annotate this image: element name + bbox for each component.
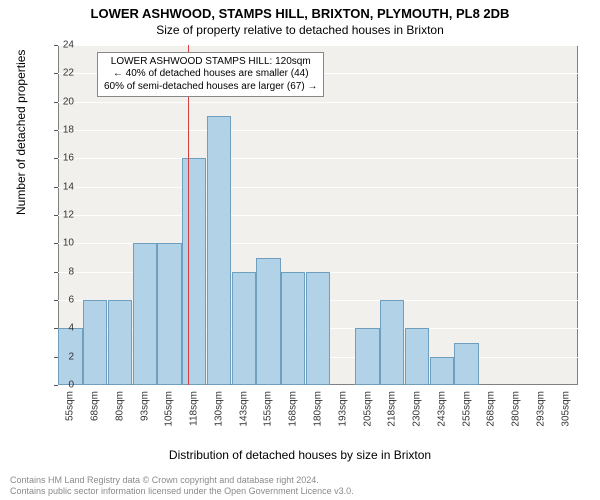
- bar: [281, 272, 305, 385]
- y-tick-label: 0: [68, 380, 74, 391]
- bar: [430, 357, 454, 385]
- x-tick-label: 55sqm: [65, 391, 76, 421]
- x-tick-label: 80sqm: [114, 391, 125, 421]
- x-tick-label: 143sqm: [238, 391, 249, 427]
- bar: [454, 343, 478, 386]
- bar: [108, 300, 132, 385]
- x-axis-label: Distribution of detached houses by size …: [0, 448, 600, 462]
- grid-line: [58, 187, 578, 188]
- grid-line: [58, 158, 578, 159]
- x-tick-label: 305sqm: [560, 391, 571, 427]
- x-tick-label: 230sqm: [412, 391, 423, 427]
- y-axis-label: Number of detached properties: [14, 50, 28, 215]
- footer-line: Contains HM Land Registry data © Crown c…: [10, 475, 354, 486]
- y-tick-mark: [54, 130, 58, 131]
- x-tick-label: 243sqm: [436, 391, 447, 427]
- x-tick-label: 168sqm: [288, 391, 299, 427]
- y-tick-mark: [54, 385, 58, 386]
- bar: [83, 300, 107, 385]
- y-tick-label: 12: [63, 210, 74, 221]
- bar: [207, 116, 231, 385]
- plot-area: LOWER ASHWOOD STAMPS HILL: 120sqm← 40% o…: [58, 45, 578, 385]
- y-tick-mark: [54, 187, 58, 188]
- x-tick-label: 255sqm: [461, 391, 472, 427]
- y-tick-mark: [54, 272, 58, 273]
- grid-line: [58, 45, 578, 46]
- x-tick-label: 205sqm: [362, 391, 373, 427]
- bar: [133, 243, 157, 385]
- bar: [182, 158, 206, 385]
- annotation-line: 60% of semi-detached houses are larger (…: [104, 81, 317, 94]
- annotation-line: LOWER ASHWOOD STAMPS HILL: 120sqm: [104, 56, 317, 69]
- x-tick-label: 68sqm: [90, 391, 101, 421]
- y-tick-label: 2: [68, 351, 74, 362]
- y-tick-mark: [54, 300, 58, 301]
- x-tick-label: 118sqm: [189, 391, 200, 426]
- x-tick-label: 105sqm: [164, 391, 175, 427]
- x-tick-label: 180sqm: [313, 391, 324, 427]
- grid-line: [58, 130, 578, 131]
- y-tick-mark: [54, 243, 58, 244]
- y-tick-label: 14: [63, 181, 74, 192]
- annotation-box: LOWER ASHWOOD STAMPS HILL: 120sqm← 40% o…: [97, 52, 324, 98]
- footer-line: Contains public sector information licen…: [10, 486, 354, 497]
- bar: [306, 272, 330, 385]
- y-tick-label: 18: [63, 125, 74, 136]
- x-tick-label: 130sqm: [213, 391, 224, 427]
- bar: [157, 243, 181, 385]
- x-tick-label: 155sqm: [263, 391, 274, 427]
- bar: [256, 258, 280, 386]
- x-tick-label: 280sqm: [511, 391, 522, 427]
- x-tick-label: 268sqm: [486, 391, 497, 427]
- y-tick-label: 16: [63, 153, 74, 164]
- bar: [232, 272, 256, 385]
- y-tick-label: 10: [63, 238, 74, 249]
- y-tick-label: 24: [63, 40, 74, 51]
- bar: [405, 328, 429, 385]
- grid-line: [58, 102, 578, 103]
- x-tick-label: 293sqm: [535, 391, 546, 427]
- y-tick-mark: [54, 102, 58, 103]
- y-tick-label: 6: [68, 295, 74, 306]
- y-tick-label: 20: [63, 96, 74, 107]
- footer-attribution: Contains HM Land Registry data © Crown c…: [10, 475, 354, 497]
- y-tick-label: 22: [63, 68, 74, 79]
- x-tick-label: 193sqm: [337, 391, 348, 427]
- chart-subtitle: Size of property relative to detached ho…: [0, 21, 600, 37]
- bar: [355, 328, 379, 385]
- annotation-line: ← 40% of detached houses are smaller (44…: [104, 68, 317, 81]
- y-tick-mark: [54, 73, 58, 74]
- y-tick-label: 4: [68, 323, 74, 334]
- y-tick-mark: [54, 45, 58, 46]
- grid-line: [58, 215, 578, 216]
- bar: [380, 300, 404, 385]
- y-tick-label: 8: [68, 266, 74, 277]
- x-tick-label: 218sqm: [387, 391, 398, 427]
- y-tick-mark: [54, 158, 58, 159]
- x-tick-label: 93sqm: [139, 391, 150, 421]
- y-tick-mark: [54, 215, 58, 216]
- chart-title: LOWER ASHWOOD, STAMPS HILL, BRIXTON, PLY…: [0, 0, 600, 21]
